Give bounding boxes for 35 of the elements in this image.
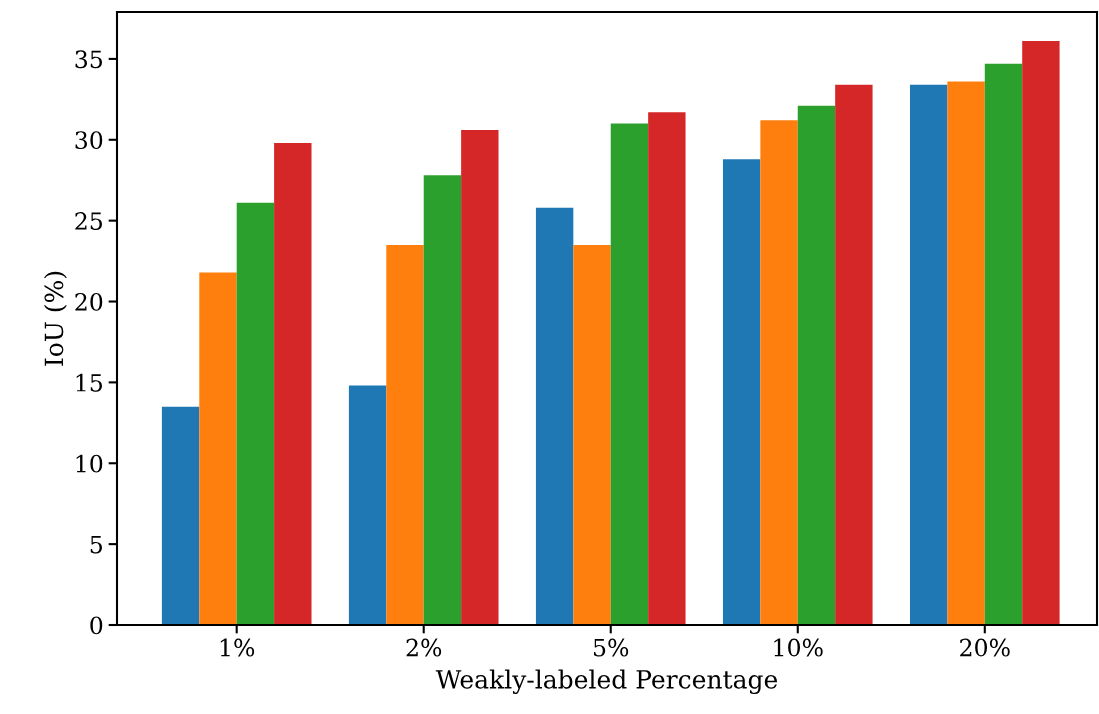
bar xyxy=(984,63,1023,625)
bar xyxy=(161,406,200,625)
bar xyxy=(573,244,611,625)
y-axis-title: IoU (%) xyxy=(44,271,67,366)
x-tick-label: 2% xyxy=(406,638,442,657)
bar xyxy=(648,112,686,625)
x-tick-label: 20% xyxy=(960,638,1010,657)
y-tick-label: 25 xyxy=(75,212,102,230)
y-tick-label: 15 xyxy=(76,373,102,392)
bar xyxy=(461,130,499,625)
bar xyxy=(236,202,275,625)
x-tick-label: 5% xyxy=(594,638,629,657)
x-axis-title: Weakly-labeled Percentage xyxy=(435,669,778,694)
bar xyxy=(348,385,387,625)
bar xyxy=(835,84,873,625)
bar xyxy=(909,84,948,625)
bar xyxy=(947,81,985,625)
bar xyxy=(797,105,836,625)
x-tick-label: 10% xyxy=(774,638,823,657)
y-tick-label: 10 xyxy=(76,454,103,473)
bar xyxy=(274,143,312,625)
bar xyxy=(423,175,462,625)
bar xyxy=(386,244,424,625)
bar xyxy=(760,120,798,625)
y-tick-label: 30 xyxy=(75,131,103,150)
y-tick-label: 20 xyxy=(75,292,103,311)
bar xyxy=(610,123,649,625)
bar xyxy=(535,207,574,625)
bar xyxy=(722,159,761,625)
y-tick-label: 0 xyxy=(90,616,103,635)
x-tick-label: 1% xyxy=(220,638,255,657)
y-tick-label: 5 xyxy=(90,535,102,554)
y-tick-label: 35 xyxy=(75,50,102,69)
bar xyxy=(1022,41,1060,625)
bar xyxy=(199,272,237,625)
